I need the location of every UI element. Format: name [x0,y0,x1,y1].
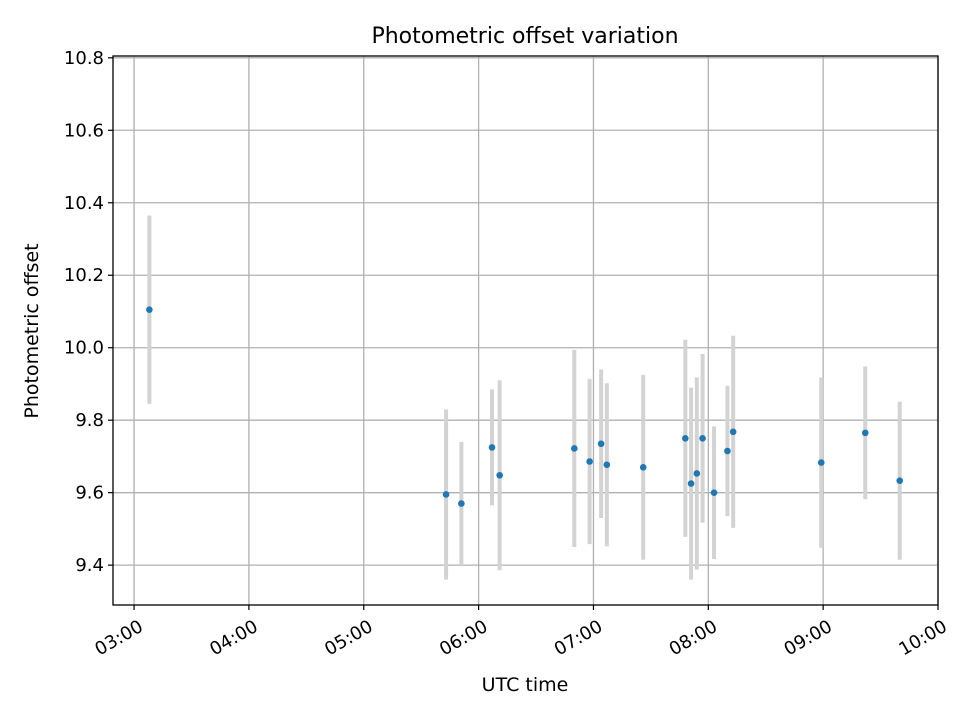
data-point [597,440,605,448]
data-point [729,428,737,436]
data-point [488,444,496,451]
data-points [146,306,904,507]
plot-frame [112,55,939,606]
y-tick-label: 10.4 [64,193,104,214]
data-point [693,470,701,477]
data-point [146,306,153,313]
data-point [896,477,904,485]
y-tick-label: 10.2 [64,265,104,286]
data-point [710,489,718,496]
y-tick-label: 10.6 [64,120,104,141]
data-point [586,458,593,465]
y-tick-label: 9.6 [75,483,104,504]
data-point [603,461,611,469]
chart-title: Photometric offset variation [371,24,678,49]
data-point [458,500,465,507]
data-point [682,435,689,442]
y-tick-label: 10.8 [64,48,104,69]
data-point [861,429,869,437]
y-axis-label: Photometric offset [21,243,43,418]
data-point [724,447,731,455]
y-axis-ticks: 9.4 9.6 9.8 10.0 10.2 10.4 10.6 10.8 [64,48,113,576]
grid-lines [113,56,939,605]
y-tick-label: 10.0 [64,338,104,359]
y-tick-label: 9.4 [75,555,104,576]
data-point [817,459,825,466]
data-point [442,491,450,498]
data-point [571,445,578,452]
data-point [687,480,695,487]
data-point [699,435,706,442]
x-axis-label: UTC time [482,674,569,696]
y-tick-label: 9.8 [75,410,104,431]
data-point [639,463,647,471]
data-point [496,471,503,479]
